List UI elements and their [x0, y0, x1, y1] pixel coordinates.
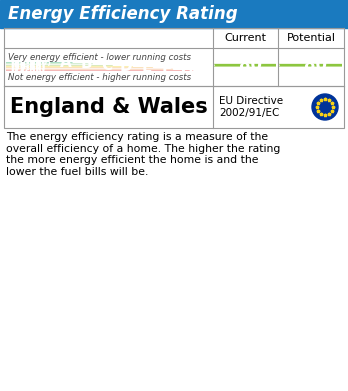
- Text: Current: Current: [224, 33, 267, 43]
- Bar: [0, 0, 348, 28]
- Text: Very energy efficient - lower running costs: Very energy efficient - lower running co…: [8, 52, 191, 61]
- Text: B: B: [80, 56, 92, 72]
- Text: 80: 80: [304, 56, 327, 74]
- Bar: [4, 86, 344, 128]
- Text: (92-100): (92-100): [10, 58, 51, 67]
- Text: (39-54): (39-54): [10, 63, 45, 72]
- Text: Potential: Potential: [286, 33, 335, 43]
- Text: Not energy efficient - higher running costs: Not energy efficient - higher running co…: [8, 72, 191, 81]
- Text: (81-91): (81-91): [10, 59, 45, 68]
- Text: C: C: [101, 58, 112, 73]
- Text: England & Wales: England & Wales: [10, 97, 208, 117]
- Circle shape: [312, 94, 338, 120]
- Text: G: G: [180, 63, 192, 78]
- Text: (1-20): (1-20): [10, 66, 39, 75]
- Text: 80: 80: [239, 56, 262, 74]
- Polygon shape: [279, 64, 342, 66]
- Text: A: A: [60, 55, 72, 70]
- Text: (69-80): (69-80): [10, 61, 45, 70]
- Polygon shape: [214, 64, 276, 66]
- Text: D: D: [119, 59, 132, 74]
- Text: E: E: [142, 60, 152, 75]
- Text: (21-38): (21-38): [10, 65, 45, 74]
- Text: EU Directive
2002/91/EC: EU Directive 2002/91/EC: [219, 96, 283, 118]
- Text: Energy Efficiency Rating: Energy Efficiency Rating: [8, 5, 238, 23]
- Text: F: F: [162, 61, 172, 77]
- Text: (55-68): (55-68): [10, 62, 45, 71]
- Text: The energy efficiency rating is a measure of the
overall efficiency of a home. T: The energy efficiency rating is a measur…: [6, 132, 280, 177]
